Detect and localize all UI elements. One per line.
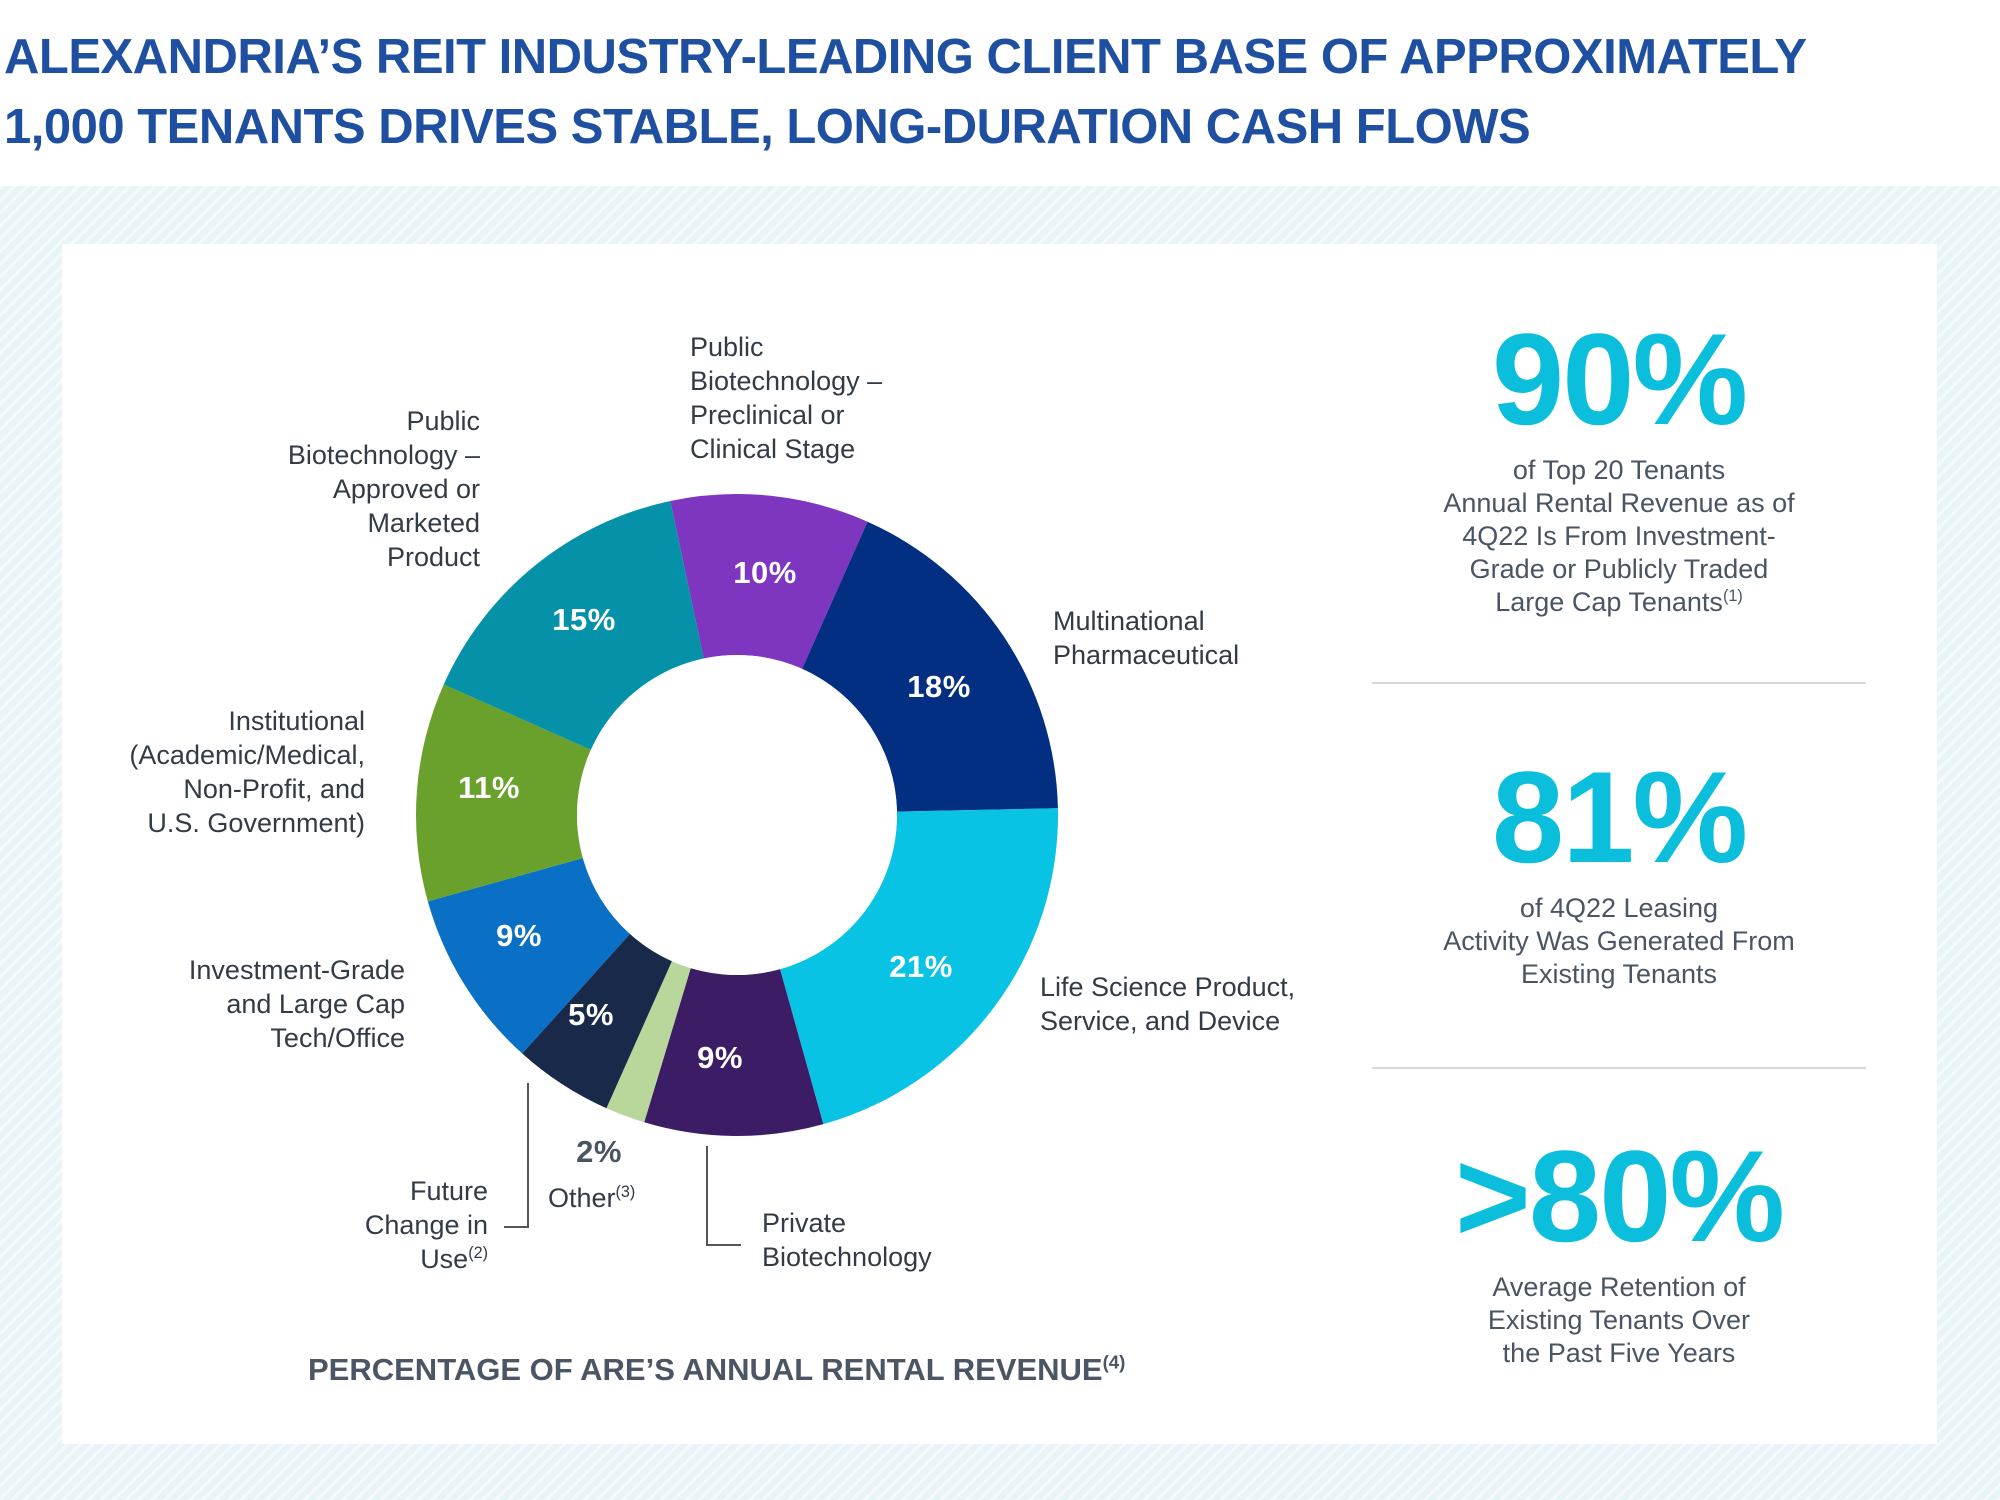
label-line: Biotechnology – [690,366,883,396]
chart-title: PERCENTAGE OF ARE’S ANNUAL RENTAL REVENU… [308,1352,1125,1388]
slice-label-other: 2% [576,1134,622,1169]
slice-label-preclinical: 10% [733,555,797,590]
label-line: Life Science Product, [1040,972,1296,1002]
slice-label-approved: 15% [552,602,616,637]
stat-line: Existing Tenants [1520,959,1718,989]
label-line: Public [406,406,480,436]
label-line: U.S. Government) [147,808,365,838]
label-other: Other(3) [548,1181,635,1215]
label-line: Use(2) [365,1242,488,1276]
label-line: (Academic/Medical, [129,740,365,770]
donut-slice-private-biotechnology [644,968,824,1137]
label-public-biotech-preclinical: Public Biotechnology – Preclinical or Cl… [690,330,882,466]
donut-slice-life-science-product-service-and-device [780,808,1058,1125]
slice-label-life-science: 21% [889,949,953,984]
stat-value: >80% [1454,1123,1785,1269]
label-line: Clinical Stage [690,434,856,464]
stat-line: Activity Was Generated From [1443,926,1795,956]
stat-line: of Top 20 Tenants [1512,455,1726,485]
stat-leasing-activity: 81% of 4Q22 Leasing Activity Was Generat… [1366,752,1872,991]
stat-retention: >80% Average Retention of Existing Tenan… [1366,1131,1872,1370]
label-line: Non-Profit, and [183,774,365,804]
stat-line: Grade or Publicly Traded [1469,554,1769,584]
label-line: Biotechnology – [287,440,480,470]
footnote-marker: (4) [1102,1351,1126,1373]
label-line: Product [386,542,480,572]
stat-description: Average Retention of Existing Tenants Ov… [1366,1271,1872,1370]
label-line: Approved or [332,474,480,504]
stat-line: of 4Q22 Leasing [1519,893,1719,923]
donut-slice-other [606,961,691,1123]
label-line: Change in [364,1210,488,1240]
leader-line-future-change-tick [504,1226,529,1228]
label-private-biotech: Private Biotechnology [762,1206,932,1274]
footnote-marker: (1) [1722,587,1743,605]
footnote-marker: (3) [615,1183,636,1201]
divider [1372,682,1866,684]
donut-slice-multinational-pharmaceutical [802,521,1058,812]
footnote-marker: (2) [468,1244,488,1262]
stat-line: Large Cap Tenants(1) [1366,586,1872,619]
label-text: Other [548,1183,616,1213]
page-title-line-1: ALEXANDRIA’S REIT INDUSTRY-LEADING CLIEN… [4,30,1807,84]
label-investment-grade: Investment-Grade and Large Cap Tech/Offi… [189,953,405,1055]
stat-line: Average Retention of [1492,1272,1746,1302]
stat-line: the Past Five Years [1502,1338,1736,1368]
stat-line: 4Q22 Is From Investment- [1462,521,1776,551]
label-line: Biotechnology [762,1242,932,1272]
chart-title-text: PERCENTAGE OF ARE’S ANNUAL RENTAL REVENU… [308,1352,1103,1387]
label-line: Public [690,332,764,362]
stat-description: of 4Q22 Leasing Activity Was Generated F… [1366,892,1872,991]
label-line: Tech/Office [270,1023,405,1053]
label-line: Marketed [367,508,480,538]
stat-line-text: Large Cap Tenants [1495,587,1723,617]
slice-label-investment-grade: 9% [496,918,542,953]
donut-slice-future-change-in-use [522,933,672,1109]
label-line: and Large Cap [226,989,405,1019]
slice-label-institutional: 11% [458,770,520,805]
donut-slice-public-biotechnology-approved-or-marketed-product [443,501,704,750]
label-line: Service, and Device [1040,1006,1281,1036]
label-line: Pharmaceutical [1053,640,1240,670]
label-line: Multinational [1053,606,1205,636]
donut-slice-investment-grade-and-large-cap-tech-office [427,858,630,1054]
stat-description: of Top 20 Tenants Annual Rental Revenue … [1366,454,1872,619]
leader-line-future-change [527,1083,529,1228]
donut-slice-institutional-academic-medical-non-profit-and-u-s-government [416,684,591,902]
label-life-science: Life Science Product, Service, and Devic… [1040,970,1295,1038]
page-title: ALEXANDRIA’S REIT INDUSTRY-LEADING CLIEN… [4,22,1964,162]
label-line: Private [762,1208,847,1238]
label-text: Use [420,1244,469,1274]
page-title-line-2: 1,000 TENANTS DRIVES STABLE, LONG-DURATI… [4,100,1531,154]
label-multinational-pharma: Multinational Pharmaceutical [1053,604,1239,672]
label-line: Future [409,1176,488,1206]
divider [1372,1067,1866,1069]
stat-line: Annual Rental Revenue as of [1443,488,1795,518]
leader-line-private-biotech-tick [706,1244,741,1246]
leader-line-private-biotech [706,1146,708,1246]
label-institutional: Institutional (Academic/Medical, Non-Pro… [129,704,365,840]
slice-label-multinational: 18% [907,669,971,704]
label-line: Institutional [228,706,365,736]
stat-line: Existing Tenants Over [1487,1305,1751,1335]
stat-value: 81% [1491,744,1748,890]
stat-top20-tenants: 90% of Top 20 Tenants Annual Rental Reve… [1366,314,1872,619]
label-future-change: Future Change in Use(2) [365,1174,488,1276]
slice-label-private-biotech: 9% [697,1040,743,1075]
label-line: Investment-Grade [188,955,405,985]
slice-label-future-change: 5% [568,997,614,1032]
label-public-biotech-approved: Public Biotechnology – Approved or Marke… [288,404,480,574]
donut-hole [577,655,897,975]
donut-slice-public-biotechnology-preclinical-or-clinical-stage [670,494,868,669]
stat-value: 90% [1491,306,1748,452]
label-line: Preclinical or [690,400,845,430]
